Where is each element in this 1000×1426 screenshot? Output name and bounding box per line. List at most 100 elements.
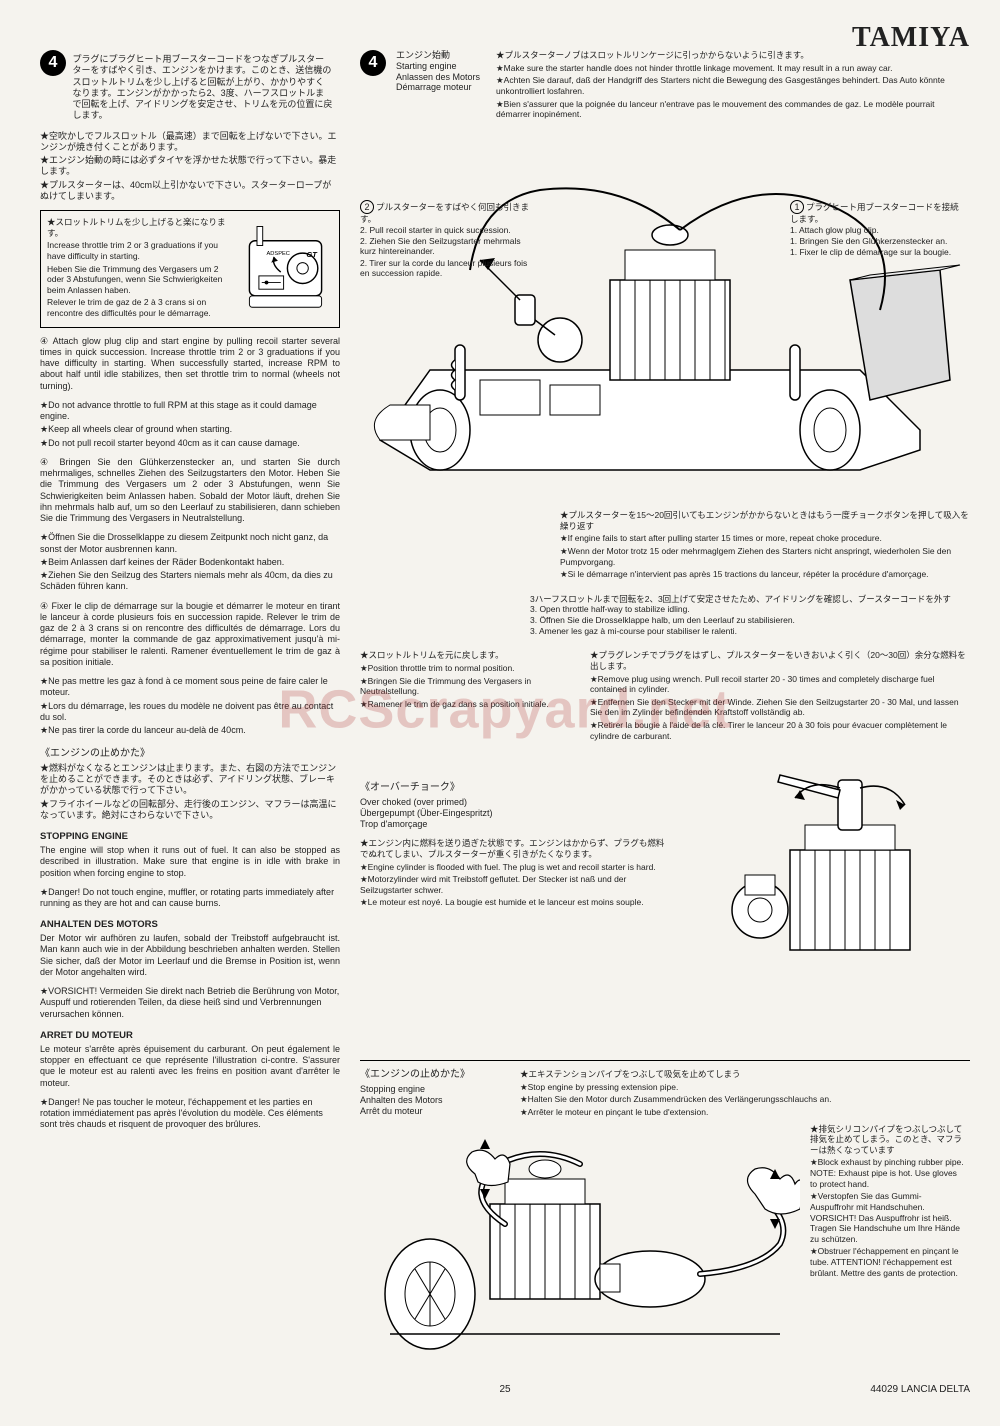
stop-de-star: VORSICHT! Vermeiden Sie direkt nach Betr… <box>40 986 340 1020</box>
stop-jp-list: 燃料がなくなるとエンジンは止まります。また、右図の方法でエンジンを止めることがで… <box>40 763 340 821</box>
stop-fr-star: Danger! Ne pas toucher le moteur, l'écha… <box>40 1097 340 1131</box>
stop-jp-head: エンジンの止めかた <box>40 748 340 761</box>
num-circle-2: 2 <box>360 200 374 214</box>
c2-line: 2. Tirer sur la corde du lanceur plusieu… <box>360 258 530 278</box>
stopping-block: エンジンの止めかた Stopping engine Anhalten des M… <box>360 1060 970 1364</box>
c2-line: 2. Pull recoil starter in quick successi… <box>360 225 530 235</box>
c3-line: 3. Amener les gaz à mi-course pour stabi… <box>530 626 970 637</box>
trim-normal-jp: スロットルトリムを元に戻します。 <box>360 650 560 661</box>
c1-line: 1. Attach glow plug clip. <box>790 225 960 235</box>
overchoke-head: オーバーチョーク <box>360 782 670 795</box>
exhaust-line: Verstopfen Sie das Gummi-Auspuffrohr mit… <box>810 1191 965 1244</box>
warn-line: プルスターターノブはスロットルリンケージに引っかからないように引きます。 <box>496 50 970 61</box>
section-below-chassis: プルスターターを15〜20回引いてもエンジンがかからないときはもう一度チョークボ… <box>360 510 970 743</box>
jp-star: 空吹かしでフルスロットル（最高速）まで回転を上げないで下さい。エンジンが焼き付く… <box>40 131 340 154</box>
stop-jp-line: 燃料がなくなるとエンジンは止まります。また、右図の方法でエンジンを止めることがで… <box>40 763 340 797</box>
chassis-diagram: 2プルスターターをすばやく何回も引きます。 2. Pull recoil sta… <box>360 130 970 513</box>
fr-star: Ne pas tirer la corde du lanceur au-delà… <box>40 725 340 736</box>
stop-pipe-jp: エキステンションパイプをつぶして吸気を止めてしまう <box>520 1069 970 1080</box>
stop-fr-star-line: Danger! Ne pas toucher le moteur, l'écha… <box>40 1097 340 1131</box>
restart-jp: プルスターターを15〜20回引いてもエンジンがかからないときはもう一度チョークボ… <box>560 510 970 531</box>
top-warning-list: プルスターターノブはスロットルリンケージに引っかからないように引きます。 Mak… <box>496 50 970 122</box>
svg-text:GT: GT <box>306 250 318 259</box>
jp-intro-line: プラグにプラグヒート用ブースターコードをつなぎプルスターターをすばやく引き、エン… <box>73 54 333 122</box>
jp-star: プルスターターは、40cm以上引かないで下さい。スターターロープがぬけてしまいま… <box>40 180 340 203</box>
stop-jp-line: フライホイールなどの回転部分、走行後のエンジン、マフラーは高温になっています。絶… <box>40 799 340 822</box>
c1-jp: プラグヒート用ブースターコードを接続します。 <box>790 202 959 224</box>
c1-line: 1. Bringen Sie den Glühkerzenstecker an. <box>790 236 960 246</box>
en-star: Do not pull recoil starter beyond 40cm a… <box>40 438 340 449</box>
overchoke-block: オーバーチョーク Over choked (over primed) Überg… <box>360 770 970 970</box>
stop-en-head: STOPPING ENGINE <box>40 831 340 843</box>
de-star: Beim Anlassen darf keines der Räder Bode… <box>40 557 340 568</box>
de-star: Ziehen Sie den Seilzug des Starters niem… <box>40 570 340 593</box>
page-number: 25 <box>499 1384 510 1395</box>
stop-title: Arrêt du moteur <box>360 1106 500 1117</box>
restart-note: プルスターターを15〜20回引いてもエンジンがかからないときはもう一度チョークボ… <box>560 510 970 580</box>
trim-tip-text: スロットルトリムを少し上げると楽になります。 Increase throttle… <box>47 217 232 321</box>
trim-normal-line: Ramener le trim de gaz dans sa position … <box>360 699 560 710</box>
exhaust-diagram-icon <box>360 1124 800 1364</box>
restart-line: Si le démarrage n'intervient pas après 1… <box>560 569 970 580</box>
page: TAMIYA 4 プラグにプラグヒート用ブースターコードをつなぎプルスターターを… <box>40 20 970 1400</box>
stop-fr-para: Le moteur s'arrête après épuisement du c… <box>40 1044 340 1089</box>
model-number: 44029 LANCIA DELTA <box>870 1384 970 1397</box>
right-column: 4 エンジン始動 Starting engine Anlassen des Mo… <box>360 50 970 513</box>
title-en: Starting engine <box>396 61 480 72</box>
stop-fr-head: ARRET DU MOTEUR <box>40 1030 340 1042</box>
left-column: 4 プラグにプラグヒート用ブースターコードをつなぎプルスターターをすばやく引き、… <box>40 50 340 1133</box>
stop-en-para: The engine will stop when it runs out of… <box>40 845 340 879</box>
de-paragraph: ④ Bringen Sie den Glühkerzenstecker an, … <box>40 457 340 525</box>
stop-de-star-line: VORSICHT! Vermeiden Sie direkt nach Betr… <box>40 986 340 1020</box>
stop-pipe-line: Arrêter le moteur en pinçant le tube d'e… <box>520 1107 970 1118</box>
trim-normal-line: Bringen Sie die Trimmung des Vergasers i… <box>360 676 560 697</box>
stop-pipe-line: Stop engine by pressing extension pipe. <box>520 1082 970 1093</box>
stop-de-para: Der Motor wir aufhören zu laufen, sobald… <box>40 933 340 978</box>
trim-normal-line: Position throttle trim to normal positio… <box>360 663 560 674</box>
warn-line: Make sure the starter handle does not hi… <box>496 63 970 74</box>
callout-2: 2プルスターターをすばやく何回も引きます。 2. Pull recoil sta… <box>360 200 530 279</box>
en-paragraph: ④ Attach glow plug clip and start engine… <box>40 336 340 392</box>
fr-star-list: Ne pas mettre les gaz à fond à ce moment… <box>40 676 340 736</box>
remove-plug-note: プラグレンチでプラグをはずし、プルスターターをいきおいよく引く（20〜30回）余… <box>590 650 970 743</box>
c3-jp: ハーフスロットルまで回転を2、3回上げて安定させたため、アイドリングを確認し、ブ… <box>535 594 951 604</box>
trim-tip-line: Increase throttle trim 2 or 3 graduation… <box>47 240 232 261</box>
restart-line: Wenn der Motor trotz 15 oder mehrmaglgem… <box>560 546 970 567</box>
step-number-left: 4 <box>40 50 66 76</box>
stop-head: エンジンの止めかた <box>360 1069 500 1082</box>
remove-plug-line: Entfernen Sie den Stecker mit der Winde.… <box>590 697 970 718</box>
callout-1: 1プラグヒート用ブースターコードを接続します。 1. Attach glow p… <box>790 200 960 259</box>
fr-star: Ne pas mettre les gaz à fond à ce moment… <box>40 676 340 699</box>
trim-tip-box: スロットルトリムを少し上げると楽になります。 Increase throttle… <box>40 210 340 328</box>
title-jp: エンジン始動 <box>396 50 480 61</box>
trim-tip-line: スロットルトリムを少し上げると楽になります。 <box>47 217 232 238</box>
exhaust-jp: 排気シリコンパイプをつぶしつぶして排気を止めてしまう。このとき、マフラーは熱くな… <box>810 1124 965 1156</box>
c2-jp: プルスターターをすばやく何回も引きます。 <box>360 202 529 224</box>
radio-transmitter-icon: ADSPEC GT <box>238 217 333 312</box>
en-star-list: Do not advance throttle to full RPM at t… <box>40 400 340 449</box>
jp-star-list: 空吹かしでフルスロットル（最高速）まで回転を上げないで下さい。エンジンが焼き付く… <box>40 131 340 203</box>
stop-en-star-line: Danger! Do not touch engine, muffler, or… <box>40 887 340 910</box>
warn-line: Achten Sie darauf, daß der Handgriff des… <box>496 75 970 96</box>
warn-line: Bien s'assurer que la poignée du lanceur… <box>496 99 970 120</box>
overchoke-title: Übergepumpt (Über-Eingespritzt) <box>360 808 670 819</box>
fr-paragraph: ④ Fixer le clip de démarrage sur la boug… <box>40 601 340 669</box>
chassis-icon <box>360 130 970 510</box>
num-circle-1: 1 <box>790 200 804 214</box>
remove-plug-line: Retirer la bougie à l'aide de la clé. Ti… <box>590 720 970 741</box>
overchoke-title: Over choked (over primed) <box>360 797 670 808</box>
restart-line: If engine fails to start after pulling s… <box>560 533 970 544</box>
overchoke-line: Le moteur est noyé. La bougie est humide… <box>360 897 670 908</box>
title-fr: Démarrage moteur <box>396 82 480 93</box>
step-number-right: 4 <box>360 50 386 76</box>
jp-star: エンジン始動の時には必ずタイヤを浮かせた状態で行って下さい。暴走します。 <box>40 155 340 178</box>
overchoke-line: Engine cylinder is flooded with fuel. Th… <box>360 862 670 873</box>
c3-line: 3. Öffnen Sie die Drosselklappe halb, um… <box>530 615 970 626</box>
exhaust-line: Block exhaust by pinching rubber pipe. N… <box>810 1157 965 1189</box>
exhaust-line: Obstruer l'échappement en pinçant le tub… <box>810 1246 965 1278</box>
overchoke-line: Motorzylinder wird mit Treibstoff geflut… <box>360 874 670 895</box>
svg-text:ADSPEC: ADSPEC <box>267 251 290 257</box>
jp-intro: プラグにプラグヒート用ブースターコードをつなぎプルスターターをすばやく引き、エン… <box>73 54 333 125</box>
c3-line: 3. Open throttle half-way to stabilize i… <box>530 604 970 615</box>
stop-de-head: ANHALTEN DES MOTORS <box>40 919 340 931</box>
